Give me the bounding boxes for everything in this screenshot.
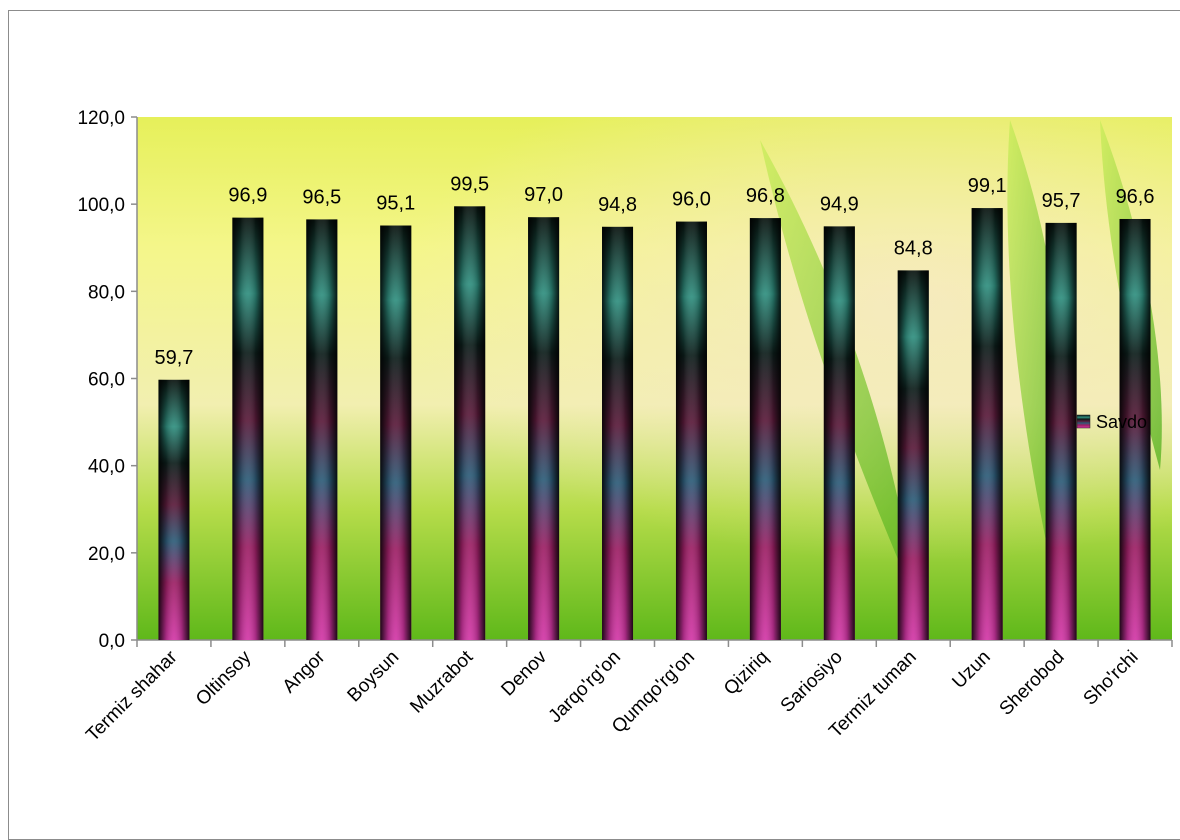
legend-swatch — [1076, 414, 1091, 429]
y-tick-label: 100,0 — [77, 195, 125, 216]
bar-shade — [380, 225, 412, 640]
data-label: 96,9 — [228, 185, 267, 207]
bar — [897, 270, 929, 640]
y-tick-label: 80,0 — [88, 282, 125, 303]
bar-shade — [823, 226, 855, 640]
bar-shade — [675, 221, 707, 640]
y-tick-label: 60,0 — [88, 370, 125, 391]
x-tick-label: Uzun — [948, 647, 994, 693]
bar-shade — [1119, 218, 1151, 641]
bar-shade — [232, 217, 264, 641]
bar-shade — [158, 379, 190, 640]
bar-shade — [528, 217, 560, 640]
x-tick-label: Sho'rchi — [1080, 647, 1143, 710]
data-label: 96,0 — [672, 189, 711, 211]
data-label: 96,5 — [302, 186, 341, 208]
bar-shade — [749, 218, 781, 640]
x-tick-label: Sherobod — [996, 647, 1069, 720]
x-tick-label: Jarqo'rg'on — [545, 647, 625, 727]
x-tick-label: Sariosiyo — [777, 647, 847, 717]
bar — [306, 219, 338, 640]
x-tick-label: Muzrabot — [406, 646, 477, 717]
data-label: 97,0 — [524, 184, 563, 206]
bar — [971, 208, 1003, 640]
bar — [232, 217, 264, 641]
legend: Savdo — [1076, 412, 1147, 432]
data-label: 99,1 — [968, 175, 1007, 197]
x-tick-label: Qiziriq — [720, 647, 773, 700]
data-label: 59,7 — [154, 347, 193, 369]
bar — [528, 217, 560, 640]
data-label: 94,8 — [598, 194, 637, 216]
data-label: 84,8 — [894, 237, 933, 259]
x-tick-label: Oltinsoy — [192, 646, 256, 710]
data-label: 96,6 — [1116, 186, 1155, 208]
bar — [823, 226, 855, 640]
y-tick-label: 40,0 — [88, 457, 125, 478]
legend-label: Savdo — [1096, 412, 1147, 432]
bars — [158, 206, 1151, 641]
bar-shade — [602, 226, 634, 640]
bar-shade — [971, 208, 1003, 640]
bar — [675, 221, 707, 640]
y-tick-label: 20,0 — [88, 544, 125, 565]
data-label: 99,5 — [450, 173, 489, 195]
data-label: 94,9 — [820, 193, 859, 215]
data-labels: 59,7 96,9 96,5 95,1 99,5 97,0 94,8 96,0 96,8 94,9… — [154, 173, 1154, 368]
x-tick-label: Angor — [279, 646, 330, 697]
data-label: 95,1 — [376, 193, 415, 215]
bar-shade — [897, 270, 929, 640]
bar — [380, 225, 412, 640]
y-tick-label: 0,0 — [99, 631, 125, 652]
x-tick-label: Termiz shahar — [82, 646, 182, 746]
bar — [454, 206, 486, 641]
bar-shade — [306, 219, 338, 640]
bar — [1045, 222, 1077, 640]
x-tick-label: Boysun — [344, 647, 404, 707]
x-tick-label: Denov — [497, 646, 551, 700]
bar — [749, 218, 781, 640]
bar — [1119, 218, 1151, 641]
bar-shade — [454, 206, 486, 641]
bar — [158, 379, 190, 640]
data-label: 96,8 — [746, 185, 785, 207]
plot-background — [137, 117, 1172, 640]
bar — [602, 226, 634, 640]
bar-shade — [1045, 222, 1077, 640]
y-tick-label: 120,0 — [77, 108, 125, 129]
data-label: 95,7 — [1042, 190, 1081, 212]
